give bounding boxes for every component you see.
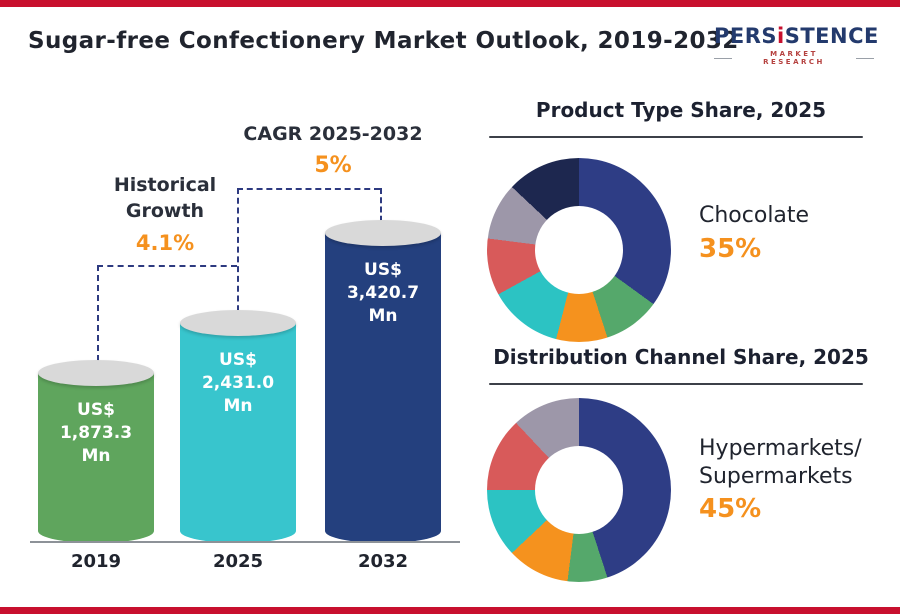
market-outlook-bar-chart: Historical Growth 4.1% CAGR 2025-2032 5%… (20, 95, 475, 607)
heading-underline (489, 136, 863, 138)
distribution-channel-share-heading: Distribution Channel Share, 2025 (493, 345, 869, 369)
product-type-donut-chart (487, 158, 671, 342)
bar-2019: US$ 1,873.3 Mn (38, 360, 154, 543)
bar-body: US$ 3,420.7 Mn (325, 220, 441, 543)
cagr-value: 5% (314, 153, 352, 178)
heading-underline (489, 383, 863, 385)
persistence-logo: PERSiSTENCE MARKET RESEARCH (714, 24, 878, 66)
donut-hole (535, 446, 623, 534)
product-type-highlight: Chocolate 35% (699, 202, 884, 264)
distribution-channel-donut-chart (487, 398, 671, 582)
bar-body: US$ 1,873.3 Mn (38, 360, 154, 543)
share-charts-column: Product Type Share, 2025 Chocolate 35% D… (475, 90, 887, 606)
dashed-connector-segment (97, 265, 237, 267)
dashed-connector-segment (97, 265, 99, 371)
bar-top-ellipse (38, 360, 154, 386)
bar-2025: US$ 2,431.0 Mn (180, 310, 296, 543)
logo-part-2: STENCE (784, 24, 879, 48)
highlight-value: 45% (699, 494, 762, 524)
historical-growth-label: Historical Growth (113, 174, 217, 222)
x-axis-tick-2019: 2019 (70, 551, 122, 572)
highlight-label: Chocolate (699, 203, 810, 228)
logo-subtitle-row: MARKET RESEARCH (714, 50, 874, 66)
bar-2032: US$ 3,420.7 Mn (325, 220, 441, 543)
logo-rule-left (714, 57, 732, 59)
x-axis-baseline (30, 541, 460, 543)
dashed-connector-segment (237, 188, 380, 190)
bar-body: US$ 2,431.0 Mn (180, 310, 296, 543)
distribution-channel-highlight: Hypermarkets/ Supermarkets 45% (699, 435, 884, 524)
logo-part-i: i (777, 24, 785, 48)
dashed-connector-segment (380, 188, 382, 231)
cagr-label: CAGR 2025-2032 (243, 123, 423, 145)
bar-value-label: US$ 2,431.0 Mn (201, 350, 275, 416)
product-type-share-heading: Product Type Share, 2025 (535, 98, 827, 122)
historical-growth-value: 4.1% (135, 231, 195, 255)
logo-part-1: PERS (714, 24, 778, 48)
bar-top-ellipse (325, 220, 441, 246)
donut-hole (535, 206, 623, 294)
logo-wordmark: PERSiSTENCE (714, 24, 878, 48)
logo-subtitle: MARKET RESEARCH (763, 50, 825, 66)
page-title: Sugar-free Confectionery Market Outlook,… (28, 28, 739, 54)
x-axis-tick-2032: 2032 (357, 551, 409, 572)
logo-rule-right (856, 57, 874, 59)
highlight-label: Hypermarkets/ Supermarkets (699, 436, 862, 489)
top-accent-border (0, 0, 900, 7)
highlight-value: 35% (699, 233, 762, 264)
dashed-connector-segment (237, 188, 239, 321)
bar-value-label: US$ 3,420.7 Mn (346, 260, 420, 326)
x-axis-tick-2025: 2025 (212, 551, 264, 572)
bar-value-label: US$ 1,873.3 Mn (59, 400, 133, 466)
bar-top-ellipse (180, 310, 296, 336)
bottom-accent-border (0, 607, 900, 614)
